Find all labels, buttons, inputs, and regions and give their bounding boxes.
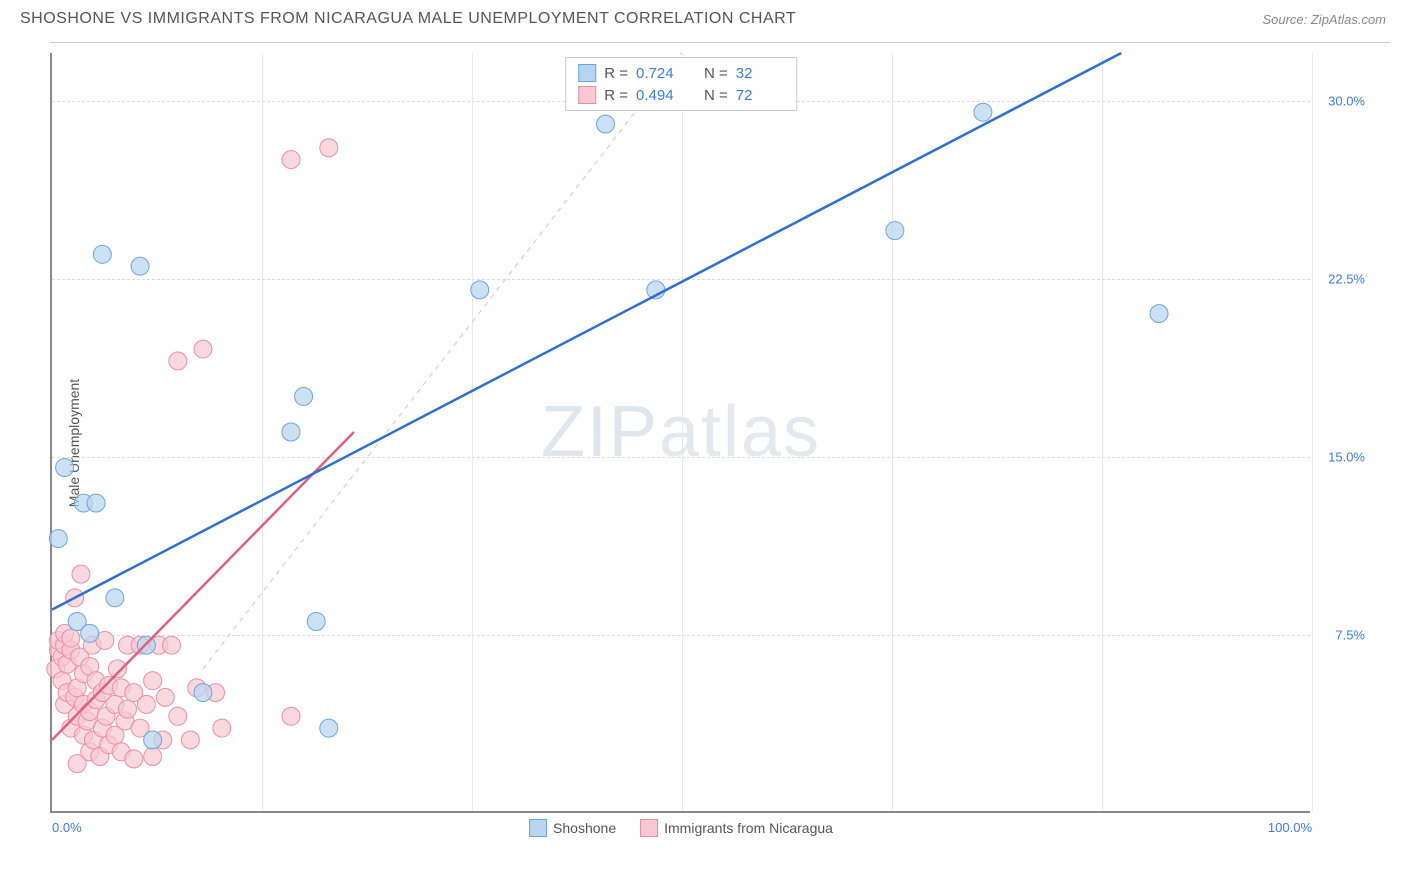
data-point — [93, 245, 111, 263]
correlation-stat-box: R = 0.724 N = 32 R = 0.494 N = 72 — [565, 57, 797, 111]
data-point — [118, 700, 136, 718]
data-point — [974, 103, 992, 121]
data-point — [886, 222, 904, 240]
scatter-svg — [52, 53, 1310, 811]
data-point — [137, 695, 155, 713]
data-point — [194, 684, 212, 702]
data-point — [282, 707, 300, 725]
data-point — [307, 613, 325, 631]
header: SHOSHONE VS IMMIGRANTS FROM NICARAGUA MA… — [0, 0, 1406, 36]
chart-container: Male Unemployment ZIPatlas R = 0.724 N =… — [50, 42, 1390, 842]
data-point — [106, 589, 124, 607]
data-point — [181, 731, 199, 749]
data-point — [320, 139, 338, 157]
data-point — [163, 636, 181, 654]
y-tick-label: 30.0% — [1328, 93, 1365, 108]
data-point — [144, 731, 162, 749]
data-point — [169, 352, 187, 370]
data-point — [144, 672, 162, 690]
y-tick-label: 15.0% — [1328, 449, 1365, 464]
y-tick-label: 7.5% — [1335, 627, 1365, 642]
n-value-nicaragua: 72 — [736, 87, 784, 104]
data-point — [320, 719, 338, 737]
data-point — [81, 624, 99, 642]
bottom-legend: Shoshone Immigrants from Nicaragua — [529, 819, 833, 837]
data-point — [108, 660, 126, 678]
data-point — [144, 748, 162, 766]
stat-row-shoshone: R = 0.724 N = 32 — [578, 62, 784, 84]
legend-item-shoshone: Shoshone — [529, 819, 616, 837]
n-value-shoshone: 32 — [736, 65, 784, 82]
data-point — [62, 629, 80, 647]
data-point — [156, 688, 174, 706]
r-value-shoshone: 0.724 — [636, 65, 684, 82]
chart-title: SHOSHONE VS IMMIGRANTS FROM NICARAGUA MA… — [20, 10, 796, 28]
source-label: Source: ZipAtlas.com — [1262, 12, 1386, 27]
swatch-shoshone — [578, 64, 596, 82]
plot-area: ZIPatlas R = 0.724 N = 32 R = 0.494 N = … — [50, 53, 1310, 813]
data-point — [471, 281, 489, 299]
data-point — [49, 530, 67, 548]
swatch-nicaragua — [578, 86, 596, 104]
data-point — [213, 719, 231, 737]
r-value-nicaragua: 0.494 — [636, 87, 684, 104]
legend-label-nicaragua: Immigrants from Nicaragua — [664, 820, 833, 836]
data-point — [125, 750, 143, 768]
data-point — [597, 115, 615, 133]
legend-label-shoshone: Shoshone — [553, 820, 616, 836]
data-point — [282, 423, 300, 441]
data-point — [282, 151, 300, 169]
data-point — [295, 387, 313, 405]
stat-row-nicaragua: R = 0.494 N = 72 — [578, 84, 784, 106]
legend-swatch-shoshone — [529, 819, 547, 837]
data-point — [1150, 305, 1168, 323]
legend-item-nicaragua: Immigrants from Nicaragua — [640, 819, 833, 837]
legend-swatch-nicaragua — [640, 819, 658, 837]
x-tick-label: 100.0% — [1268, 820, 1312, 835]
x-tick-label: 0.0% — [52, 820, 82, 835]
y-tick-label: 22.5% — [1328, 271, 1365, 286]
data-point — [131, 257, 149, 275]
data-point — [194, 340, 212, 358]
data-point — [87, 494, 105, 512]
data-point — [169, 707, 187, 725]
data-point — [72, 565, 90, 583]
data-point — [56, 459, 74, 477]
